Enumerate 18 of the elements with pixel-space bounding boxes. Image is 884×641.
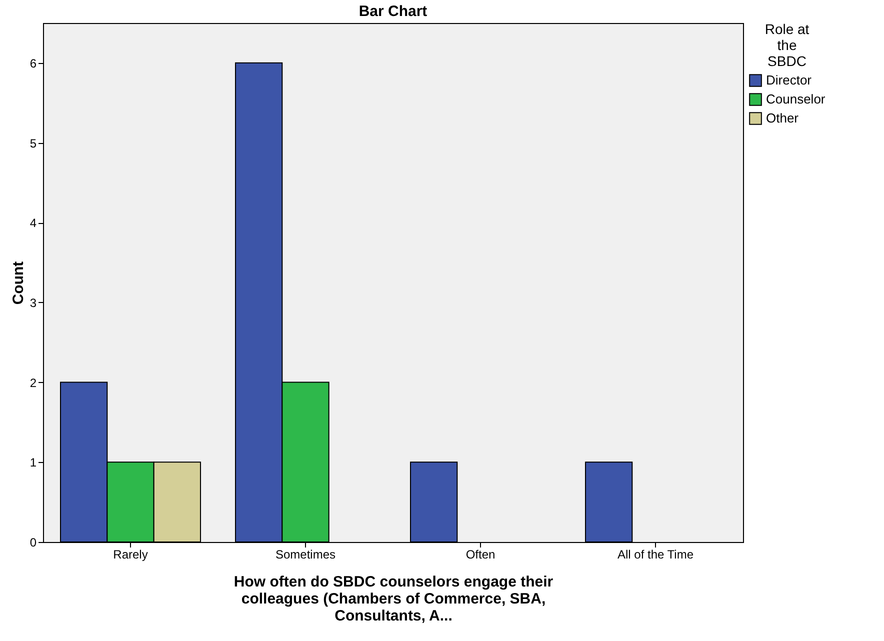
x-tick-label: All of the Time [617,548,694,562]
y-tick-label: 2 [30,376,37,390]
x-tick-label: Rarely [113,548,148,562]
legend-label: Director [766,72,812,88]
x-tick-label: Often [466,548,496,562]
y-tick-label: 6 [30,56,37,70]
y-tick-label: 4 [30,216,37,230]
y-axis-title: Count [10,261,27,305]
y-tick-label: 0 [30,536,37,550]
y-tick-label: 1 [30,456,37,470]
chart-title: Bar Chart [358,3,428,20]
legend-label: Other [766,110,800,126]
legend-label: Counselor [766,92,826,106]
y-tick-label: 5 [30,136,37,150]
y-tick-label: 3 [30,296,37,310]
x-tick-label: Sometimes [275,548,336,562]
x-axis-title: How often do SBDC counselors engage their colleagues (Chambers of Commerce, SBA, Consultants, A... [234,574,554,624]
legend-title: Role at the SBDC [764,21,810,69]
